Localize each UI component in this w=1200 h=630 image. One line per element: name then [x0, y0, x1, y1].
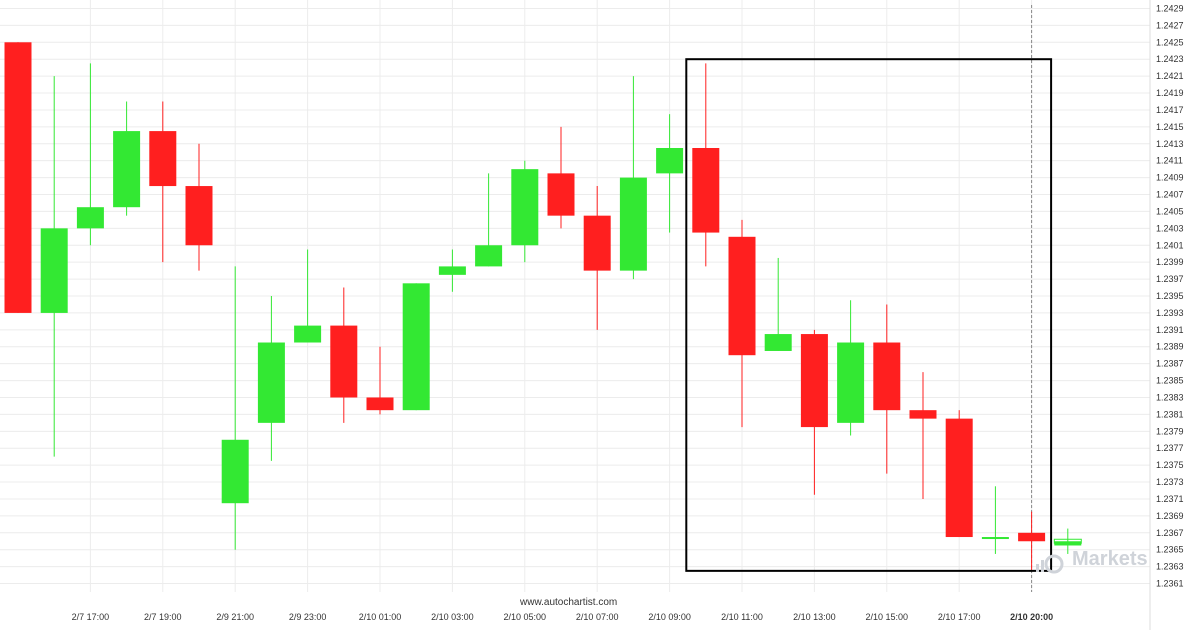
x-tick-label: 2/10 20:00: [1010, 612, 1053, 622]
y-tick-label: 1.2397: [1156, 274, 1184, 284]
candle-body-up: [837, 342, 865, 423]
x-tick-label: 2/7 19:00: [144, 612, 182, 622]
candle-body-down: [945, 418, 973, 538]
candle-body-up: [656, 148, 684, 174]
x-tick-label: 2/10 09:00: [648, 612, 691, 622]
y-tick-label: 1.2377: [1156, 443, 1184, 453]
x-tick-label: 2/10 07:00: [576, 612, 619, 622]
y-tick-label: 1.2379: [1156, 426, 1184, 436]
y-tick-label: 1.2409: [1156, 173, 1184, 183]
y-tick-label: 1.2383: [1156, 392, 1184, 402]
candle-body-up: [257, 342, 285, 423]
y-tick-label: 1.2425: [1156, 37, 1184, 47]
y-tick-label: 1.2385: [1156, 376, 1184, 386]
y-tick-label: 1.2401: [1156, 240, 1184, 250]
candle-body-up: [402, 283, 430, 411]
x-tick-label: 2/10 17:00: [938, 612, 981, 622]
brand-logo: Markets: [1030, 548, 1150, 578]
y-tick-label: 1.2395: [1156, 291, 1184, 301]
y-tick-label: 1.2415: [1156, 122, 1184, 132]
y-tick-label: 1.2423: [1156, 54, 1184, 64]
candle-body-down: [692, 148, 720, 233]
forming-candle-outline: [1053, 538, 1082, 544]
candle-body-up: [511, 169, 539, 246]
brand-mark-icon: [1036, 554, 1064, 574]
y-tick-label: 1.2403: [1156, 223, 1184, 233]
x-tick-label: 2/10 11:00: [721, 612, 763, 622]
y-tick-label: 1.2381: [1156, 409, 1184, 419]
candle-body-up: [113, 131, 141, 208]
y-tick-label: 1.2363: [1156, 562, 1184, 572]
candle-body-up: [981, 537, 1009, 540]
watermark-text: www.autochartist.com: [520, 597, 618, 608]
candle-body-up: [294, 325, 322, 343]
y-tick-label: 1.2429: [1156, 3, 1184, 13]
x-tick-label: 2/10 01:00: [359, 612, 402, 622]
y-tick-label: 1.2369: [1156, 511, 1184, 521]
y-tick-label: 1.2405: [1156, 206, 1184, 216]
candle-body-down: [583, 215, 611, 271]
y-tick-label: 1.2419: [1156, 88, 1184, 98]
candle-body-up: [438, 266, 466, 275]
y-tick-label: 1.2421: [1156, 71, 1184, 81]
candle-body-down: [728, 236, 756, 356]
candle-body-up: [619, 177, 647, 271]
y-tick-label: 1.2407: [1156, 190, 1184, 200]
brand-text: Markets: [1072, 548, 1148, 570]
candle-body-down: [800, 334, 828, 428]
candle-body-up: [40, 228, 68, 313]
y-tick-label: 1.2411: [1156, 156, 1183, 166]
y-tick-label: 1.2375: [1156, 460, 1184, 470]
y-tick-label: 1.2393: [1156, 308, 1184, 318]
candle-body-down: [366, 397, 394, 411]
candle-body-down: [873, 342, 901, 411]
x-tick-label: 2/10 03:00: [431, 612, 474, 622]
candle-body-down: [185, 186, 213, 246]
x-tick-label: 2/10 05:00: [504, 612, 547, 622]
candle-body-down: [4, 42, 32, 313]
y-tick-label: 1.2371: [1156, 494, 1184, 504]
candle-body-up: [475, 245, 503, 267]
candle-body-down: [330, 325, 358, 398]
y-tick-label: 1.2399: [1156, 257, 1184, 267]
y-tick-label: 1.2361: [1156, 579, 1184, 589]
x-tick-label: 2/7 17:00: [72, 612, 110, 622]
y-tick-label: 1.2387: [1156, 359, 1184, 369]
candle-body-down: [149, 131, 177, 187]
candle-body-up: [221, 439, 249, 504]
candle-body-up: [764, 334, 792, 351]
candle-body-down: [547, 173, 575, 216]
x-tick-label: 2/10 15:00: [866, 612, 909, 622]
x-tick-label: 2/10 13:00: [793, 612, 836, 622]
x-tick-label: 2/9 21:00: [216, 612, 254, 622]
y-tick-label: 1.2365: [1156, 545, 1184, 555]
candle-body-down: [909, 410, 937, 419]
y-tick-label: 1.2373: [1156, 477, 1184, 487]
y-tick-label: 1.2413: [1156, 139, 1184, 149]
y-tick-label: 1.2367: [1156, 528, 1184, 538]
x-tick-label: 2/9 23:00: [289, 612, 327, 622]
y-tick-label: 1.2417: [1156, 105, 1184, 115]
y-tick-label: 1.2389: [1156, 342, 1184, 352]
candle-body-up: [76, 207, 104, 229]
pattern-highlight-box: [685, 58, 1053, 572]
y-tick-label: 1.2427: [1156, 20, 1184, 30]
y-tick-label: 1.2391: [1156, 325, 1184, 335]
candle-body-down: [1018, 532, 1046, 542]
